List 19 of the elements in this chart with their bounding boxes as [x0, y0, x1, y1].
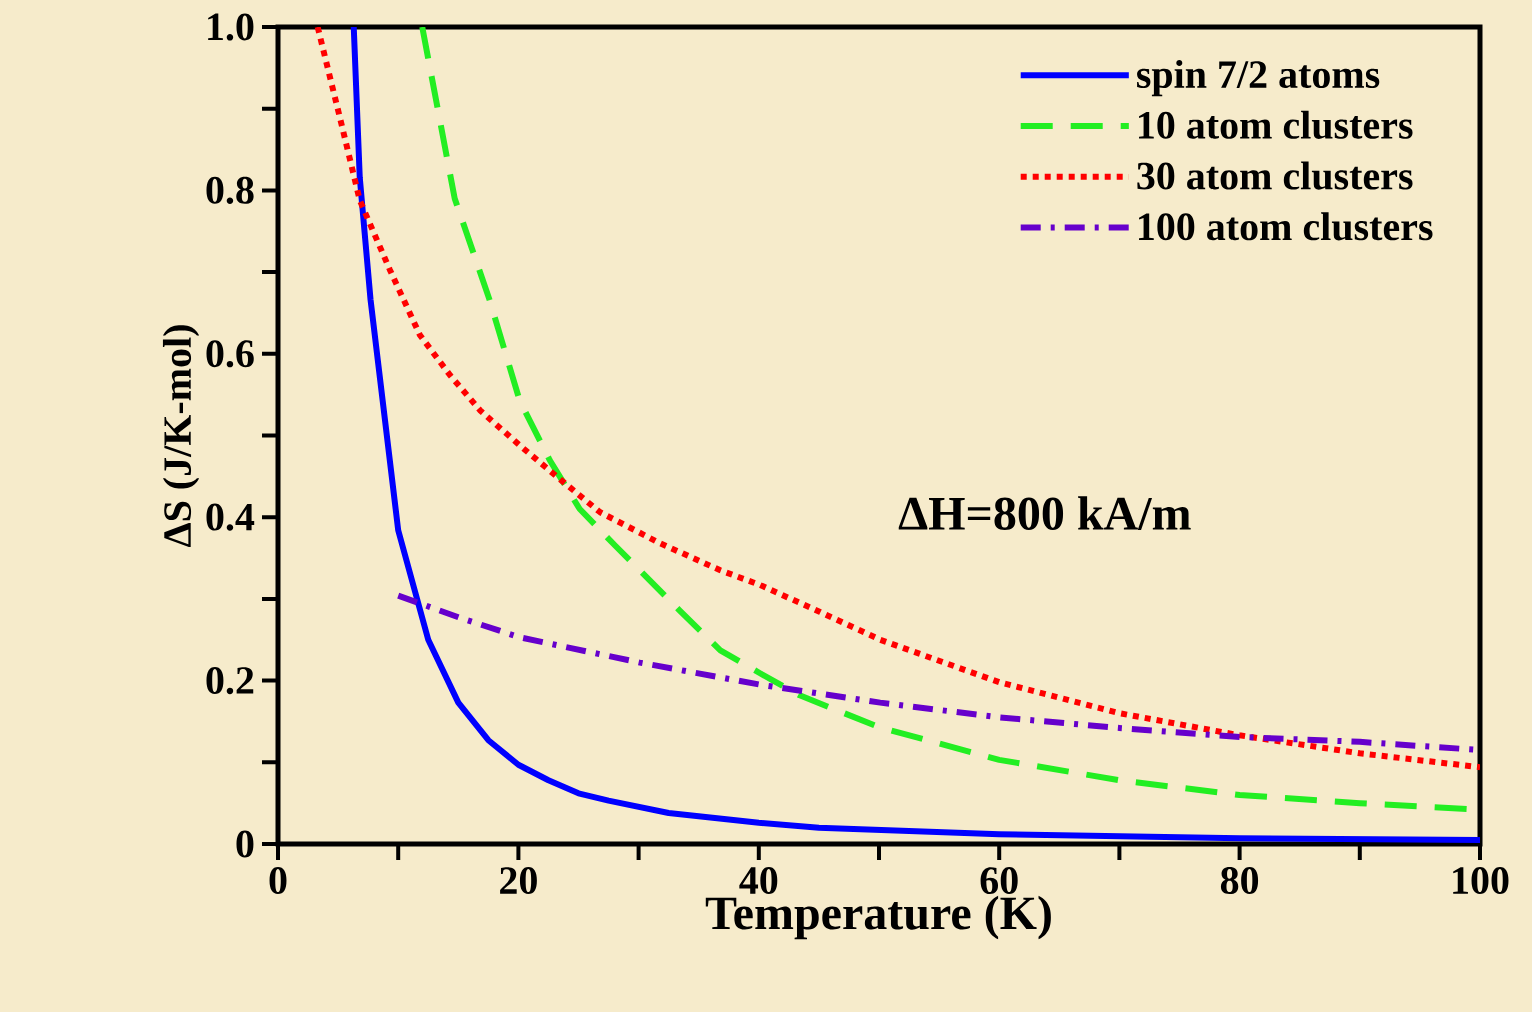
x-tick-label: 0 — [269, 867, 287, 895]
y-tick-label: 0.8 — [206, 176, 254, 204]
y-tick-label: 1.0 — [208, 13, 254, 41]
y-tick-label: 0.2 — [206, 667, 254, 695]
legend-label: 10 atom clusters — [1139, 110, 1413, 139]
y-axis-title: ΔS (J/K-mol) — [162, 325, 200, 547]
y-tick-label: 0 — [236, 830, 254, 858]
x-tick-label: 100 — [1453, 867, 1509, 895]
x-axis-title: Temperature (K) — [705, 895, 1051, 940]
legend-label: 100 atom clusters — [1139, 212, 1433, 241]
y-tick-label: 0.4 — [206, 503, 255, 531]
y-tick-label: 0.6 — [206, 340, 254, 368]
x-tick-label: 60 — [980, 867, 1018, 895]
x-tick-label: 20 — [500, 867, 537, 895]
x-tick-label: 80 — [1220, 867, 1259, 895]
legend-label: 30 atom clusters — [1137, 161, 1413, 190]
annotation: ΔH=800 kA/m — [898, 496, 1191, 530]
legend-label: spin 7/2 atoms — [1137, 59, 1380, 97]
x-tick-label: 40 — [739, 867, 778, 895]
